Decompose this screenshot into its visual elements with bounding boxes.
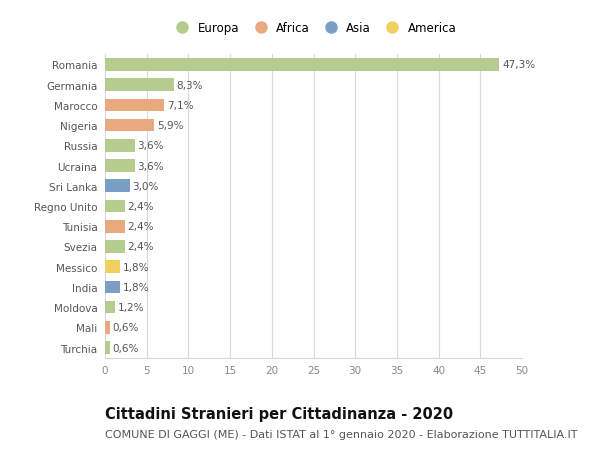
Bar: [105, 220, 125, 233]
Text: 2,4%: 2,4%: [128, 222, 154, 232]
Text: 5,9%: 5,9%: [157, 121, 183, 131]
Bar: [105, 180, 130, 193]
Text: 3,6%: 3,6%: [137, 161, 164, 171]
Bar: [105, 119, 154, 132]
Text: 2,4%: 2,4%: [128, 242, 154, 252]
Bar: [105, 99, 164, 112]
Text: 1,8%: 1,8%: [122, 282, 149, 292]
Text: 7,1%: 7,1%: [167, 101, 193, 111]
Text: 3,6%: 3,6%: [137, 141, 164, 151]
Bar: [105, 341, 110, 354]
Text: Cittadini Stranieri per Cittadinanza - 2020: Cittadini Stranieri per Cittadinanza - 2…: [105, 406, 453, 421]
Bar: [105, 281, 120, 294]
Bar: [105, 261, 120, 274]
Bar: [105, 321, 110, 334]
Text: 1,2%: 1,2%: [118, 302, 144, 313]
Bar: [105, 140, 135, 152]
Text: 3,0%: 3,0%: [133, 181, 159, 191]
Bar: [105, 241, 125, 253]
Text: 1,8%: 1,8%: [122, 262, 149, 272]
Text: 0,6%: 0,6%: [113, 323, 139, 333]
Text: COMUNE DI GAGGI (ME) - Dati ISTAT al 1° gennaio 2020 - Elaborazione TUTTITALIA.I: COMUNE DI GAGGI (ME) - Dati ISTAT al 1° …: [105, 429, 577, 439]
Text: 8,3%: 8,3%: [177, 80, 203, 90]
Bar: [105, 59, 499, 72]
Text: 0,6%: 0,6%: [113, 343, 139, 353]
Text: 2,4%: 2,4%: [128, 202, 154, 212]
Legend: Europa, Africa, Asia, America: Europa, Africa, Asia, America: [166, 17, 461, 39]
Bar: [105, 301, 115, 314]
Bar: [105, 160, 135, 173]
Text: 47,3%: 47,3%: [502, 60, 535, 70]
Bar: [105, 79, 174, 92]
Bar: [105, 200, 125, 213]
